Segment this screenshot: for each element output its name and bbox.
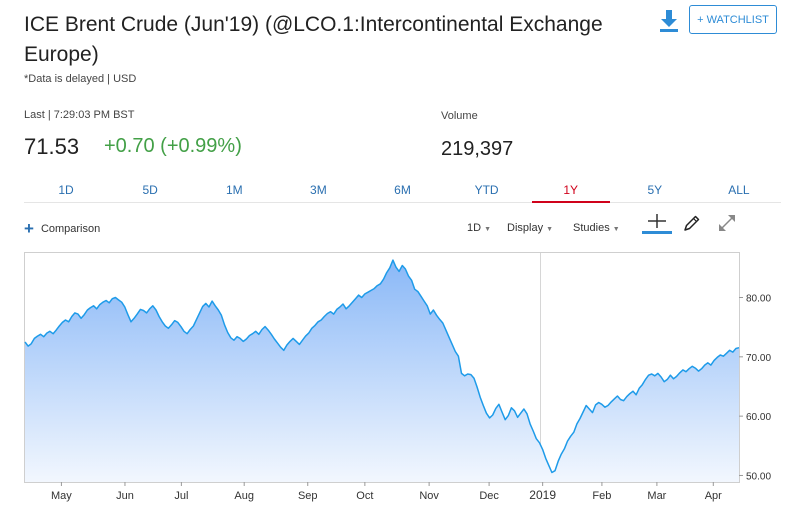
- chevron-down-icon: ▼: [484, 226, 491, 233]
- range-tab-1y[interactable]: 1Y: [529, 180, 613, 203]
- volume-value: 219,397: [441, 138, 514, 160]
- y-tick-label: 70.00: [746, 353, 771, 364]
- interval-value: 1D: [467, 222, 482, 234]
- download-icon: [660, 10, 678, 32]
- price-chart[interactable]: 50.00 60.00 70.00 80.00 May Jun Jul Aug Sep Oct N…: [0, 250, 792, 522]
- last-price: 71.53: [24, 134, 80, 159]
- page-title: ICE Brent Crude (Jun'19) (@LCO.1:Interco…: [24, 13, 603, 66]
- range-tab-1m[interactable]: 1M: [225, 183, 243, 197]
- pencil-icon: [684, 215, 700, 231]
- chevron-down-icon: ▼: [546, 226, 554, 233]
- x-tick-label: Dec: [479, 490, 499, 502]
- price-change: +0.70 (+0.99%): [104, 135, 242, 157]
- range-tab-6m[interactable]: 6M: [394, 183, 411, 197]
- series-line: [24, 259, 740, 474]
- last-trade-label: Last | 7:29:03 PM BST: [24, 109, 135, 121]
- display-label: Display: [507, 222, 544, 234]
- x-tick-label: Nov: [419, 490, 439, 502]
- add-to-watchlist-button[interactable]: + WATCHLIST: [689, 5, 777, 34]
- y-tick-label: 60.00: [746, 412, 771, 423]
- delay-note: *Data is delayed | USD: [24, 73, 137, 85]
- x-tick-label: 2019: [529, 488, 556, 502]
- studies-label: Studies: [573, 222, 610, 234]
- fullscreen-button[interactable]: [716, 212, 738, 239]
- interval-dropdown[interactable]: 1D ▼: [467, 222, 491, 234]
- draw-button[interactable]: [682, 213, 702, 238]
- crosshair-button[interactable]: [641, 212, 673, 241]
- crosshair-icon: [642, 214, 672, 234]
- x-tick-label: Apr: [705, 490, 722, 502]
- display-dropdown[interactable]: Display ▼: [507, 222, 553, 234]
- download-button[interactable]: [656, 8, 682, 34]
- comparison-label: Comparison: [40, 223, 101, 235]
- x-tick-label: Jun: [116, 490, 134, 502]
- expand-icon: [719, 215, 735, 231]
- studies-dropdown[interactable]: Studies ▼: [573, 222, 620, 234]
- x-tick-label: Oct: [356, 490, 373, 502]
- range-tab-all[interactable]: ALL: [728, 183, 750, 197]
- chevron-down-icon: ▼: [612, 226, 620, 233]
- x-tick-label: May: [51, 490, 72, 502]
- x-tick-label: Aug: [234, 490, 254, 502]
- range-tab-5y[interactable]: 5Y: [647, 183, 663, 197]
- x-tick-label: Sep: [298, 490, 318, 502]
- series-area: [25, 260, 739, 482]
- comparison-button[interactable]: + Comparison: [24, 219, 101, 238]
- x-tick-label: Mar: [647, 490, 666, 502]
- plot-area-border: [24, 252, 740, 483]
- plus-icon: +: [24, 219, 34, 238]
- time-range-tabs: 1D 5D 1M 3M 6M YTD 1Y 5Y ALL: [24, 180, 781, 203]
- y-tick-label: 80.00: [746, 293, 771, 304]
- range-tab-5d[interactable]: 5D: [142, 183, 158, 197]
- y-tick-label: 50.00: [746, 471, 771, 482]
- range-tab-3m[interactable]: 3M: [310, 183, 327, 197]
- x-tick-label: Feb: [592, 490, 611, 502]
- range-tab-1d[interactable]: 1D: [58, 183, 74, 197]
- x-tick-label: Jul: [174, 490, 188, 502]
- volume-label: Volume: [441, 110, 478, 122]
- range-tab-ytd[interactable]: YTD: [474, 183, 499, 197]
